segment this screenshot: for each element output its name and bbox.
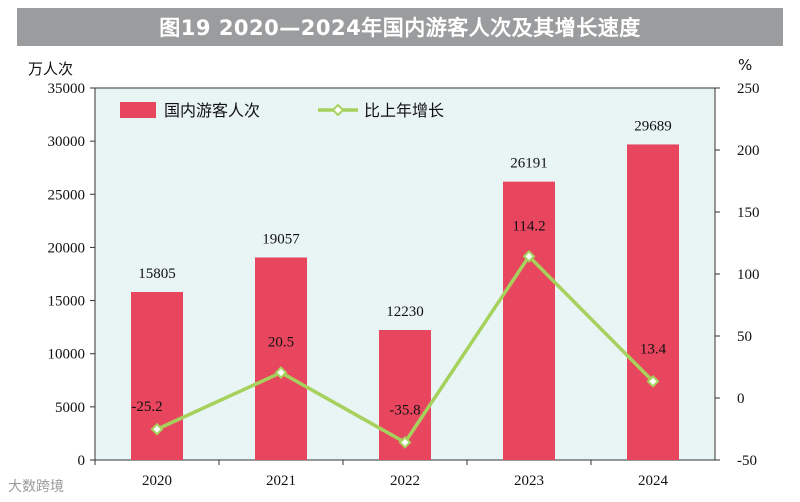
x-axis: 2020 2021 2022 2023 2024 [94,460,669,489]
bar-series: 15805 19057 12230 26191 29689 [131,118,679,461]
left-axis-tick-label: 0 [78,453,86,469]
bar [255,257,307,460]
right-axis-tick-label: -50 [737,453,757,469]
line-data-label: 20.5 [268,335,294,351]
right-axis-tick-label: 250 [737,81,760,97]
left-axis-tick-label: 35000 [48,81,86,97]
line-data-label: 13.4 [640,341,667,357]
line-series: -25.2 20.5 -35.8 114.2 13.4 [131,218,667,449]
left-axis-tick-label: 15000 [48,294,86,310]
left-axis-tick-label: 25000 [48,187,86,203]
left-axis-unit: 万人次 [28,60,73,78]
left-axis-tick-label: 20000 [48,240,86,256]
x-axis-category-label: 2024 [638,473,669,489]
bar [627,144,679,460]
right-axis-unit: % [738,56,752,74]
line-data-label: -35.8 [389,402,420,418]
legend-label-line: 比上年增长 [364,101,444,120]
line-point-marker [646,374,660,388]
right-y-axis: -50 0 50 100 150 200 250 [715,81,760,469]
x-axis-category-label: 2020 [142,473,172,489]
legend-label-bar: 国内游客人次 [164,101,260,120]
left-axis-tick-label: 5000 [55,400,85,416]
right-axis-tick-label: 50 [737,329,752,345]
x-axis-category-label: 2022 [390,473,420,489]
bar-data-label: 29689 [634,118,672,134]
right-axis-tick-label: 150 [737,205,760,221]
left-axis-tick-label: 30000 [48,134,86,150]
right-axis-tick-label: 0 [737,391,745,407]
left-axis-tick-label: 10000 [48,347,86,363]
line-point-marker [398,435,412,449]
bar-data-label: 26191 [510,156,548,172]
x-axis-category-label: 2021 [266,473,296,489]
right-axis-tick-label: 200 [737,143,760,159]
bar-data-label: 12230 [386,304,424,320]
chart-title: 图19 2020—2024年国内游客人次及其增长速度 [17,8,783,46]
x-axis-category-label: 2023 [514,473,544,489]
line-point-marker [150,422,164,436]
left-y-axis: 0 5000 10000 15000 20000 25000 30000 35000 [48,81,95,469]
line-point-marker [274,366,288,379]
watermark: 大数跨境 [8,479,64,495]
legend-swatch-marker [331,103,345,117]
bar [503,181,555,461]
line-point-marker [522,249,536,263]
line-data-label: -25.2 [131,399,162,415]
bar-data-label: 19057 [262,231,300,247]
line-data-label: 114.2 [512,218,545,234]
legend: 国内游客人次 比上年增长 [120,101,444,120]
right-axis-tick-label: 100 [737,267,760,283]
bar-data-label: 15805 [138,266,176,282]
legend-swatch-bar [120,102,156,118]
